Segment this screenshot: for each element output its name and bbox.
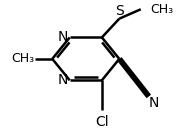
Text: S: S	[115, 4, 124, 18]
Text: Cl: Cl	[95, 115, 109, 129]
Text: N: N	[58, 30, 68, 44]
Text: N: N	[58, 73, 68, 87]
Text: N: N	[149, 96, 159, 110]
Text: CH₃: CH₃	[150, 3, 173, 16]
Text: CH₃: CH₃	[11, 52, 34, 65]
